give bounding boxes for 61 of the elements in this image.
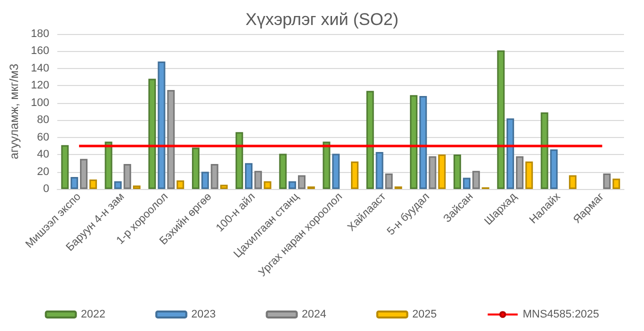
legend-label: 2024: [302, 308, 326, 320]
bar: [410, 95, 418, 189]
bar: [568, 175, 576, 189]
bar: [603, 174, 611, 189]
y-tick-label: 140: [30, 62, 50, 74]
bar: [158, 62, 166, 189]
bar: [550, 149, 558, 189]
bar: [472, 170, 480, 189]
bar: [516, 156, 524, 189]
y-tick-label: 60: [37, 131, 50, 144]
bar: [288, 181, 296, 189]
y-axis-title: агууламж, мкг/м3: [7, 63, 21, 160]
bar: [220, 184, 228, 189]
bar: [438, 154, 446, 189]
legend-label: 2025: [412, 308, 437, 320]
bar: [462, 178, 470, 189]
y-tick-label: 120: [30, 80, 50, 92]
y-tick-label: 40: [37, 148, 50, 161]
bar: [376, 152, 384, 189]
bar: [114, 181, 122, 189]
bar: [61, 145, 69, 189]
bar: [148, 78, 156, 189]
bar: [419, 96, 427, 189]
bar: [244, 163, 252, 189]
bar: [540, 112, 548, 189]
bar: [89, 180, 97, 189]
bar: [497, 50, 505, 189]
bar: [612, 178, 620, 189]
bar: [167, 90, 175, 189]
bar: [210, 164, 218, 189]
bar: [70, 176, 78, 189]
bar: [366, 90, 374, 189]
bar: [104, 142, 112, 189]
bar: [264, 181, 272, 189]
bar: [279, 154, 287, 189]
bar: [506, 118, 514, 189]
legend-label: MNS4585:2025: [522, 308, 600, 320]
bar: [176, 180, 184, 189]
legend-label: 2022: [80, 308, 106, 320]
y-tick-label: 20: [37, 166, 50, 178]
y-tick-label: 160: [30, 45, 50, 58]
bar: [236, 132, 244, 189]
bar: [192, 148, 200, 189]
bar: [254, 170, 262, 189]
bar: [322, 142, 330, 189]
bar: [350, 161, 358, 189]
y-tick-label: 80: [37, 114, 50, 126]
y-tick-label: 180: [30, 28, 50, 40]
bar: [298, 175, 306, 189]
bar: [454, 154, 462, 189]
y-tick-label: 0: [43, 183, 50, 195]
y-tick-label: 100: [30, 96, 50, 109]
legend-label: 2023: [191, 308, 216, 320]
bar: [124, 164, 132, 189]
chart-title: Хүхэрлэг хий (SO2): [246, 10, 398, 29]
bar: [201, 172, 209, 189]
bar: [385, 174, 393, 189]
bar: [525, 161, 533, 189]
bar: [332, 154, 340, 189]
bar: [428, 156, 436, 189]
bar: [80, 158, 88, 189]
